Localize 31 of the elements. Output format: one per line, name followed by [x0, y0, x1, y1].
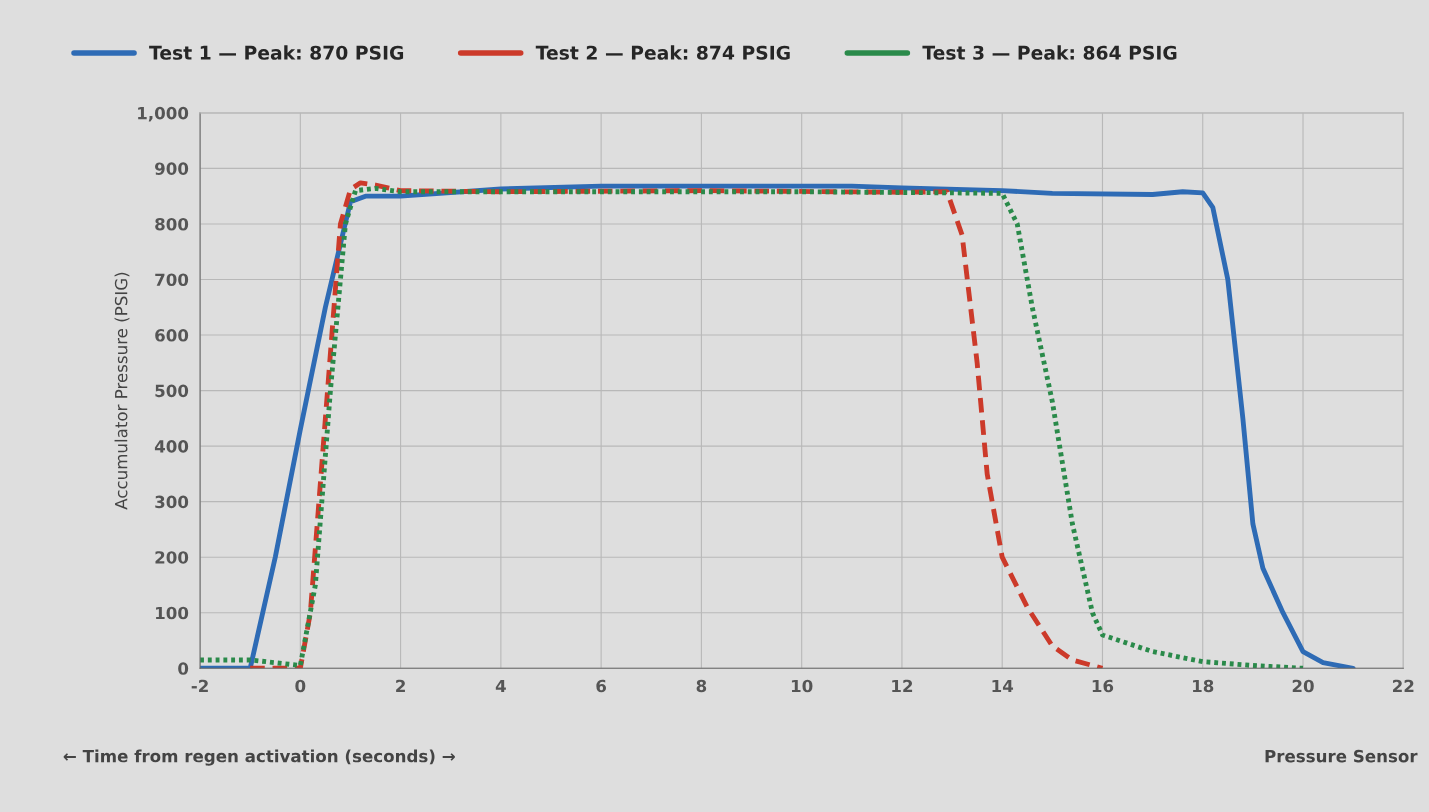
x-tick-label: 0 — [295, 679, 306, 693]
x-tick-label: 22 — [1393, 679, 1414, 693]
y-tick-label: 400 — [154, 440, 189, 453]
y-tick-label: 0 — [178, 662, 189, 675]
line-series — [247, 180, 1105, 669]
x-tick-label: 2 — [396, 679, 405, 693]
y-tick-label: 700 — [155, 273, 189, 287]
x-tick-label: 18 — [1193, 679, 1214, 693]
x-tick-label: 4 — [495, 679, 506, 693]
x-tick-label: 20 — [1292, 679, 1314, 693]
legend-label: Test 3 — Peak: 864 PSIG — [922, 45, 1177, 60]
y-tick-label: 800 — [155, 217, 189, 231]
x-tick-label: 10 — [791, 679, 813, 693]
legend-label: Test 1 — Peak: 870 PSIG — [149, 45, 404, 60]
y-tick-label: 500 — [155, 384, 189, 398]
y-tick-label: 1,000 — [138, 106, 189, 122]
x-tick-label: 12 — [892, 679, 913, 693]
x-tick-label: 6 — [596, 679, 607, 693]
y-tick-label: 100 — [156, 606, 189, 620]
y-tick-label: 900 — [155, 162, 189, 175]
x-tick-label: -2 — [191, 679, 208, 693]
y-tick-label: 600 — [155, 328, 189, 342]
y-tick-label: 300 — [155, 495, 189, 509]
y-tick-label: 200 — [155, 551, 189, 564]
x-tick-label: 8 — [696, 679, 707, 693]
text: Pressure Sensor — [1265, 749, 1418, 763]
y-axis-title: Accumulator Pressure (PSIG) — [114, 272, 130, 510]
legend-label: Test 2 — Peak: 874 PSIG — [535, 45, 790, 60]
x-tick-label: 16 — [1092, 679, 1114, 693]
x-tick-label: 14 — [992, 679, 1014, 693]
x-axis-title: ← Time from regen activation (seconds) → — [63, 749, 455, 766]
